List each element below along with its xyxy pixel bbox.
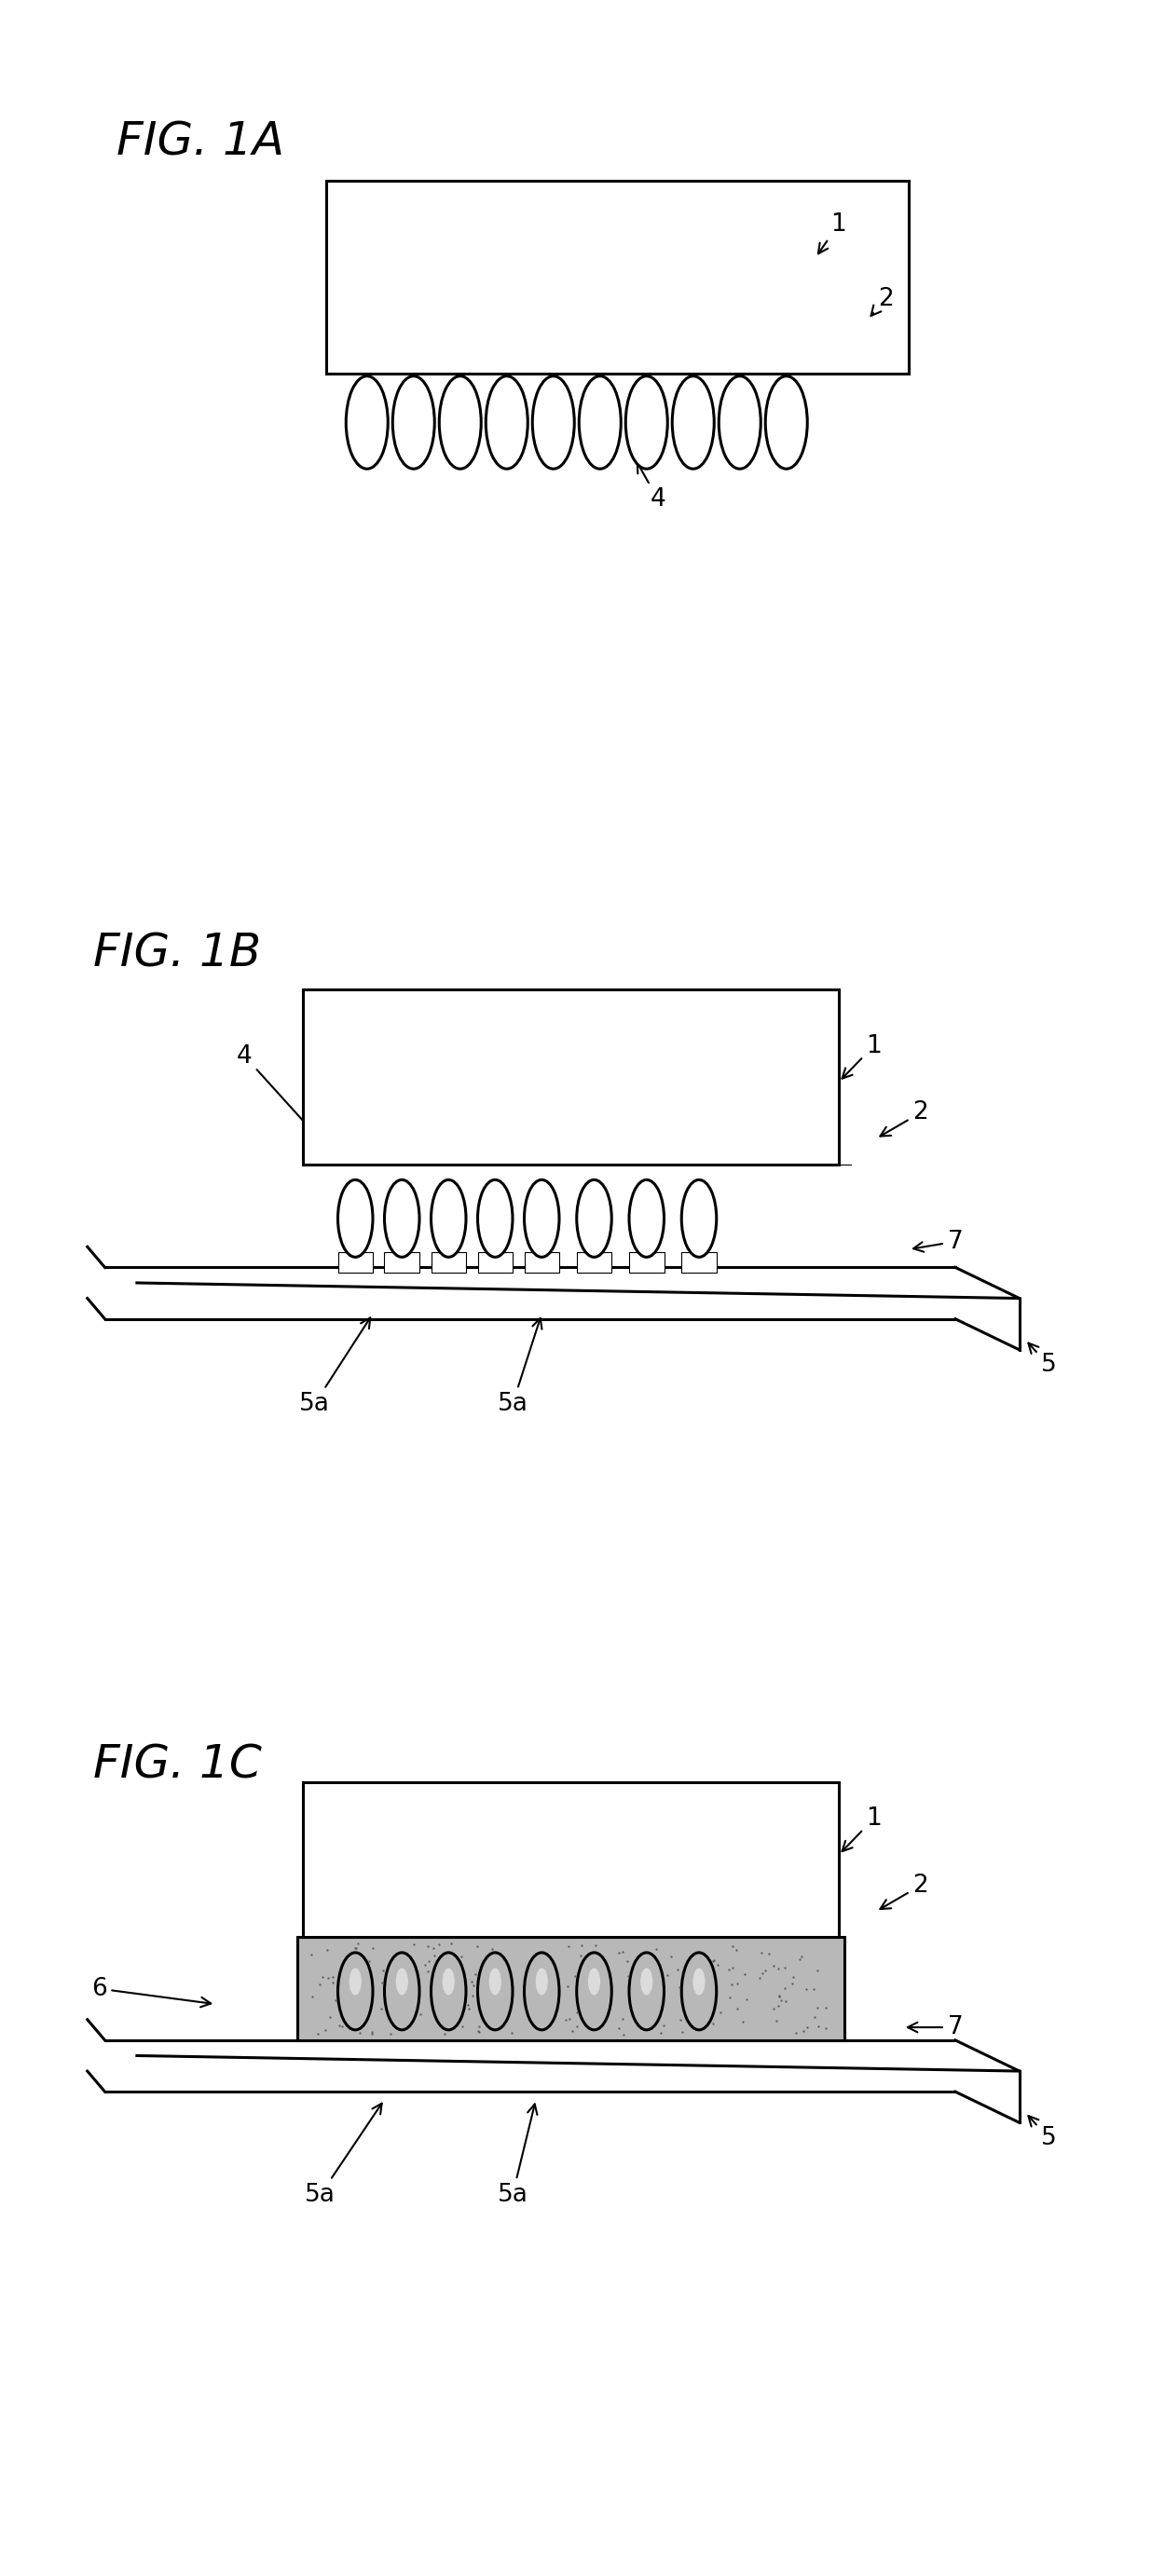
Bar bbox=[478, 1252, 513, 1273]
Text: 5a: 5a bbox=[299, 1319, 370, 1417]
Circle shape bbox=[346, 376, 388, 469]
Text: 1: 1 bbox=[842, 1033, 882, 1079]
Circle shape bbox=[577, 1953, 612, 2030]
Text: 5a: 5a bbox=[497, 1319, 542, 1417]
Circle shape bbox=[524, 1180, 559, 1257]
Polygon shape bbox=[105, 2040, 955, 2092]
Circle shape bbox=[641, 1968, 652, 1994]
Circle shape bbox=[443, 1968, 454, 1994]
Circle shape bbox=[524, 1953, 559, 2030]
Text: 2: 2 bbox=[881, 1873, 929, 1909]
Circle shape bbox=[431, 1180, 466, 1257]
Circle shape bbox=[682, 1953, 716, 2030]
Text: 2: 2 bbox=[881, 1100, 929, 1136]
Circle shape bbox=[672, 376, 714, 469]
Circle shape bbox=[765, 376, 807, 469]
Circle shape bbox=[682, 1180, 716, 1257]
Circle shape bbox=[486, 376, 528, 469]
Circle shape bbox=[588, 1968, 600, 1994]
Circle shape bbox=[384, 1180, 419, 1257]
Circle shape bbox=[626, 376, 668, 469]
Text: 5: 5 bbox=[1029, 1342, 1057, 1378]
Bar bbox=[303, 989, 839, 1164]
Text: 5a: 5a bbox=[497, 2105, 537, 2208]
Circle shape bbox=[719, 376, 761, 469]
Circle shape bbox=[489, 1968, 501, 1994]
Circle shape bbox=[478, 1953, 513, 2030]
Text: 6: 6 bbox=[91, 1976, 211, 2007]
Text: FIG. 1A: FIG. 1A bbox=[116, 118, 284, 165]
Text: 4: 4 bbox=[492, 1023, 509, 1128]
Bar bbox=[524, 1252, 559, 1273]
Circle shape bbox=[350, 1968, 361, 1994]
Text: 1: 1 bbox=[842, 1806, 882, 1852]
Circle shape bbox=[693, 1968, 705, 1994]
Circle shape bbox=[629, 1180, 664, 1257]
Bar bbox=[577, 1252, 612, 1273]
Text: 4: 4 bbox=[528, 1801, 551, 1906]
Text: 5: 5 bbox=[1029, 2115, 1057, 2151]
Bar bbox=[384, 1252, 419, 1273]
Text: FIG. 1C: FIG. 1C bbox=[93, 1741, 262, 1788]
Bar bbox=[629, 1252, 664, 1273]
Bar bbox=[326, 180, 909, 374]
Bar bbox=[338, 1252, 373, 1273]
Bar bbox=[682, 1252, 716, 1273]
Circle shape bbox=[629, 1953, 664, 2030]
Circle shape bbox=[577, 1180, 612, 1257]
Bar bbox=[297, 1937, 845, 2040]
Bar bbox=[431, 1252, 466, 1273]
Circle shape bbox=[579, 376, 621, 469]
Circle shape bbox=[338, 1953, 373, 2030]
Bar bbox=[303, 1783, 839, 1937]
Circle shape bbox=[384, 1953, 419, 2030]
Text: 7: 7 bbox=[913, 1229, 963, 1255]
Circle shape bbox=[431, 1953, 466, 2030]
Text: FIG. 1B: FIG. 1B bbox=[93, 930, 261, 976]
Circle shape bbox=[536, 1968, 548, 1994]
Circle shape bbox=[338, 1180, 373, 1257]
Circle shape bbox=[532, 376, 574, 469]
Text: 5a: 5a bbox=[305, 2105, 382, 2208]
Circle shape bbox=[439, 376, 481, 469]
Text: 7: 7 bbox=[908, 2014, 963, 2040]
Text: 4: 4 bbox=[405, 1811, 447, 1906]
Circle shape bbox=[396, 1968, 408, 1994]
Circle shape bbox=[478, 1180, 513, 1257]
Text: 4: 4 bbox=[637, 464, 666, 513]
Text: 2: 2 bbox=[871, 286, 894, 317]
Text: 4: 4 bbox=[236, 1043, 323, 1144]
Circle shape bbox=[393, 376, 435, 469]
Polygon shape bbox=[105, 1267, 955, 1319]
Text: 1: 1 bbox=[818, 211, 847, 252]
